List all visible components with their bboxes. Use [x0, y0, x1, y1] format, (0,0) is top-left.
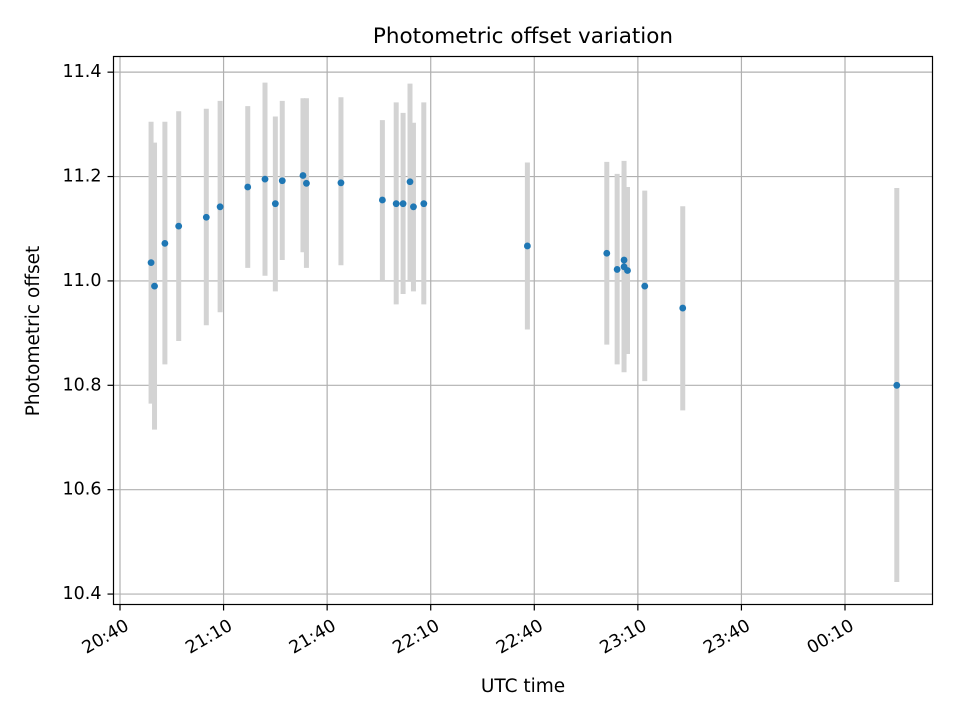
data-point: [641, 282, 649, 290]
data-point: [392, 200, 400, 208]
data-point: [216, 203, 224, 211]
data-point: [299, 172, 307, 179]
data-point: [624, 267, 631, 274]
data-points: [147, 172, 901, 389]
y-tick-label: 10.4: [63, 584, 102, 604]
data-point: [337, 179, 345, 187]
chart-title: Photometric offset variation: [373, 24, 673, 49]
data-point: [278, 177, 286, 185]
data-point: [410, 203, 417, 211]
data-point: [175, 222, 183, 230]
data-point: [244, 183, 252, 191]
grid-lines: [113, 56, 933, 605]
y-tick-label: 11.0: [63, 271, 102, 291]
data-point: [147, 259, 155, 267]
y-tick-label: 11.2: [63, 167, 102, 187]
y-axis-label: Photometric offset: [23, 246, 44, 417]
data-point: [406, 178, 414, 186]
data-point: [420, 200, 428, 208]
data-point: [679, 304, 687, 312]
data-point: [151, 282, 158, 290]
y-axis-ticks: 10.4 10.6 10.8 11.0 11.2 11.4: [63, 62, 114, 604]
data-point: [378, 196, 386, 204]
data-point: [271, 200, 279, 208]
data-point: [613, 266, 621, 273]
data-point: [893, 381, 901, 389]
plot-frame: [112, 55, 934, 606]
y-tick-label: 10.6: [63, 480, 102, 500]
data-point: [303, 179, 310, 187]
data-point: [399, 200, 407, 208]
x-axis-label: UTC time: [481, 676, 565, 697]
data-point: [620, 256, 628, 264]
data-point: [261, 175, 269, 183]
data-point: [603, 249, 611, 257]
y-tick-label: 10.8: [63, 375, 102, 395]
data-point: [523, 242, 531, 250]
y-tick-label: 11.4: [63, 62, 102, 82]
data-point: [202, 213, 210, 221]
data-point: [161, 239, 169, 247]
